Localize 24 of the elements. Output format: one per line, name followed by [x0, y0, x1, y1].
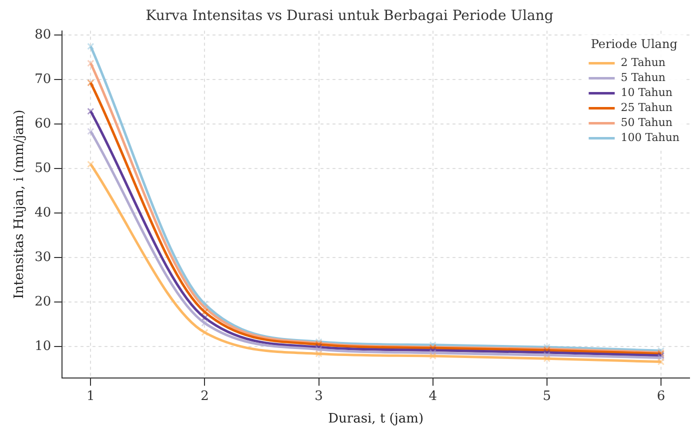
legend-label: 5 Tahun [620, 71, 666, 84]
x-tick-label: 4 [428, 388, 437, 404]
x-axis-title: Durasi, t (jam) [328, 412, 424, 427]
y-tick-label: 70 [34, 72, 52, 88]
legend-label: 50 Tahun [620, 116, 673, 130]
x-tick-label: 5 [542, 388, 552, 404]
legend-label: 100 Tahun [620, 131, 680, 144]
y-tick-label: 80 [34, 28, 52, 43]
legend-title: Periode Ulang [590, 36, 678, 51]
y-tick-label: 10 [34, 339, 52, 354]
x-tick-label: 6 [656, 388, 666, 404]
legend-label: 2 Tahun [620, 56, 666, 70]
y-tick-label: 20 [34, 294, 52, 310]
legend-label: 25 Tahun [620, 101, 673, 114]
chart-title: Kurva Intensitas vs Durasi untuk Berbagai Periode Ulang [146, 8, 554, 24]
y-tick-label: 50 [34, 161, 52, 176]
y-tick-label: 40 [34, 206, 52, 221]
y-tick-label: 30 [34, 250, 52, 266]
x-tick-label: 1 [86, 388, 95, 404]
legend-label: 10 Tahun [620, 86, 673, 100]
x-tick-label: 3 [314, 388, 323, 404]
y-tick-label: 60 [34, 116, 52, 132]
x-tick-label: 2 [200, 388, 209, 404]
y-axis-title: Intensitas Hujan, i (mm/jam) [12, 110, 28, 299]
